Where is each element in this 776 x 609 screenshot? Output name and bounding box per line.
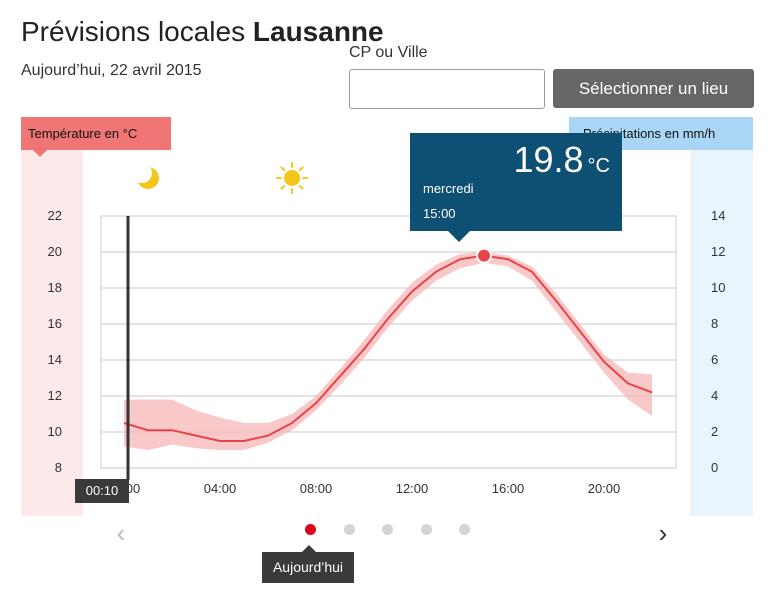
time-tick-label: 20:00	[587, 481, 621, 496]
temperature-tick-label: 10	[47, 424, 62, 439]
day-pager-dot[interactable]	[343, 524, 355, 535]
select-location-button[interactable]: Sélectionner un lieu	[553, 69, 754, 108]
day-pager-dot[interactable]	[420, 524, 432, 535]
plot-frame	[100, 215, 677, 469]
city-name: Lausanne	[252, 16, 384, 47]
sun-icon	[276, 162, 308, 194]
precipitation-tick-label: 12	[711, 244, 726, 259]
precipitation-axis-band	[690, 150, 753, 516]
time-tick-label: 08:00	[299, 481, 333, 496]
location-input[interactable]	[349, 69, 545, 109]
day-pager-dot[interactable]	[459, 524, 470, 535]
tooltip-day: mercredi	[423, 181, 474, 196]
highlighted-point	[476, 247, 492, 264]
moon-icon	[132, 163, 159, 189]
temperature-line	[123, 254, 653, 442]
active-day-tooltip: Aujourd’hui	[262, 545, 354, 583]
chevron-right-icon[interactable]: ›	[658, 518, 668, 548]
tooltip-unit: °C	[587, 155, 610, 177]
temperature-tick-label: 14	[47, 352, 62, 367]
precipitation-tick-label: 10	[711, 280, 726, 295]
temperature-tooltip: 19.8 °C mercredi 15:00	[410, 133, 622, 242]
page-title: Prévisions locales Lausanne	[21, 16, 384, 48]
precipitation-tick-label: 4	[711, 388, 719, 403]
temperature-tick-label: 8	[54, 460, 62, 475]
temperature-axis-band	[21, 150, 83, 516]
time-tick-label: 16:00	[491, 481, 525, 496]
precipitation-tick-label: 2	[711, 424, 719, 439]
temperature-tick-label: 20	[47, 244, 62, 259]
temperature-tick-label: 18	[47, 280, 62, 295]
precipitation-tick-label: 14	[711, 208, 726, 223]
temperature-tick-label: 16	[47, 316, 62, 331]
time-tick-label: 04:00	[203, 481, 237, 496]
current-time-badge: 00:10	[75, 479, 129, 503]
time-tick-label: 12:00	[395, 481, 429, 496]
precipitation-tick-label: 6	[711, 352, 719, 367]
temperature-range-band	[124, 252, 652, 450]
temperature-legend-label: Température en °C	[21, 117, 171, 157]
day-pager-dot[interactable]	[382, 524, 393, 535]
precipitation-tick-label: 0	[711, 460, 719, 475]
chevron-left-icon[interactable]: ‹	[116, 518, 126, 548]
title-prefix: Prévisions locales	[21, 16, 246, 47]
temperature-tick-label: 12	[47, 388, 62, 403]
tooltip-time: 15:00	[423, 206, 456, 221]
tooltip-value: 19.8 °C	[513, 139, 610, 181]
location-field-label: CP ou Ville	[349, 44, 428, 61]
temperature-tick-label: 22	[47, 208, 62, 223]
day-pager-dot[interactable]	[305, 524, 316, 535]
tooltip-temperature: 19.8	[513, 139, 584, 180]
forecast-date: Aujourd’hui, 22 avril 2015	[21, 62, 202, 79]
precipitation-tick-label: 8	[711, 316, 719, 331]
